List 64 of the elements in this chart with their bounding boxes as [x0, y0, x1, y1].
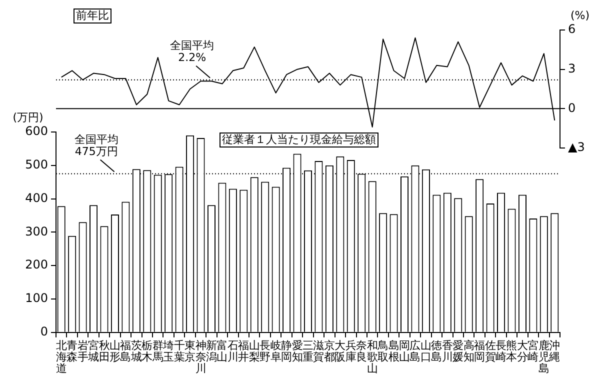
x-tick-label: 京都 — [324, 338, 335, 364]
y-tick-label: 100 — [25, 291, 48, 306]
x-tick-label: 秋田 — [98, 338, 110, 364]
y-tick-label: 0 — [40, 324, 48, 338]
x-tick-label: 埼玉 — [162, 338, 174, 364]
x-tick-label: 新潟 — [206, 338, 217, 364]
ref-line-label: 全国平均 2.2% — [170, 39, 214, 64]
x-tick-label: 鳥取 — [376, 338, 389, 364]
y-tick-label: 500 — [25, 158, 48, 172]
x-tick-label: 北海道 — [56, 338, 67, 376]
x-tick-label: 宮崎 — [528, 338, 539, 364]
x-tick-label: 群馬 — [151, 338, 164, 364]
x-tick-label: 岐阜 — [270, 338, 282, 364]
y-tick-label: 3 — [568, 61, 576, 76]
x-tick-label: 佐賀 — [484, 338, 496, 364]
y-tick-label: 200 — [25, 258, 48, 272]
x-tick-label: 沖縄 — [548, 338, 560, 364]
x-tick-label: 愛知 — [292, 338, 303, 364]
x-tick-label: 愛媛 — [452, 338, 464, 364]
annotation: 従業者１人当たり現金給与総額 — [222, 132, 376, 146]
x-tick-label: 高知 — [463, 338, 474, 364]
x-tick-label: 山梨 — [248, 338, 260, 364]
x-tick-label: 山口 — [420, 338, 432, 364]
x-tick-label: 長崎 — [496, 338, 507, 364]
x-tick-label: 香川 — [442, 338, 453, 364]
x-tick-label: 千葉 — [174, 338, 185, 364]
y-tick-label: 600 — [25, 124, 48, 138]
x-tick-label: 青森 — [66, 338, 78, 364]
x-tick-label: 福井 — [238, 338, 250, 364]
x-tick-label: 神奈川 — [195, 338, 206, 376]
y-tick-label: 6 — [568, 22, 576, 36]
x-tick-label: 広島 — [410, 338, 421, 364]
y-axis-title: (%) — [570, 8, 590, 22]
x-tick-label: 三重 — [302, 338, 314, 364]
x-tick-label: 静岡 — [281, 338, 292, 364]
x-tick-label: 徳島 — [431, 338, 442, 364]
x-tick-label: 鹿児島 — [538, 338, 550, 376]
x-tick-label: 福島 — [120, 338, 132, 364]
x-tick-label: 奈良 — [356, 338, 368, 364]
x-tick-label: 長野 — [260, 338, 271, 364]
x-tick-label: 和歌山 — [366, 338, 378, 376]
x-tick-label: 滋賀 — [313, 338, 324, 364]
x-tick-label: 大分 — [516, 338, 528, 364]
y-tick-label: ▲3 — [568, 140, 585, 154]
text: 前年比 — [76, 8, 109, 22]
y-tick-label: 300 — [25, 224, 48, 238]
x-tick-label: 岡山 — [399, 338, 410, 364]
x-tick-label: 島根 — [388, 338, 400, 364]
x-tick-label: 大阪 — [334, 338, 346, 364]
x-tick-label: 富山 — [216, 338, 228, 364]
x-tick-label: 岩手 — [77, 338, 88, 364]
x-tick-label: 栃木 — [142, 338, 153, 364]
x-tick-label: 兵庫 — [345, 338, 356, 364]
ref-line-label: 全国平均 475万円 — [74, 133, 118, 158]
y-tick-label: 400 — [25, 190, 48, 205]
x-tick-label: 石川 — [227, 338, 238, 364]
x-tick-label: 福岡 — [474, 338, 486, 364]
y-axis-title: (万円) — [12, 110, 44, 124]
x-tick-label: 茨城 — [130, 338, 142, 364]
x-tick-label: 山形 — [109, 338, 120, 364]
x-tick-label: 熊本 — [506, 338, 518, 364]
y-tick-label: 0 — [568, 100, 576, 115]
x-tick-label: 宮城 — [87, 338, 100, 364]
x-tick-label: 東京 — [184, 338, 196, 364]
